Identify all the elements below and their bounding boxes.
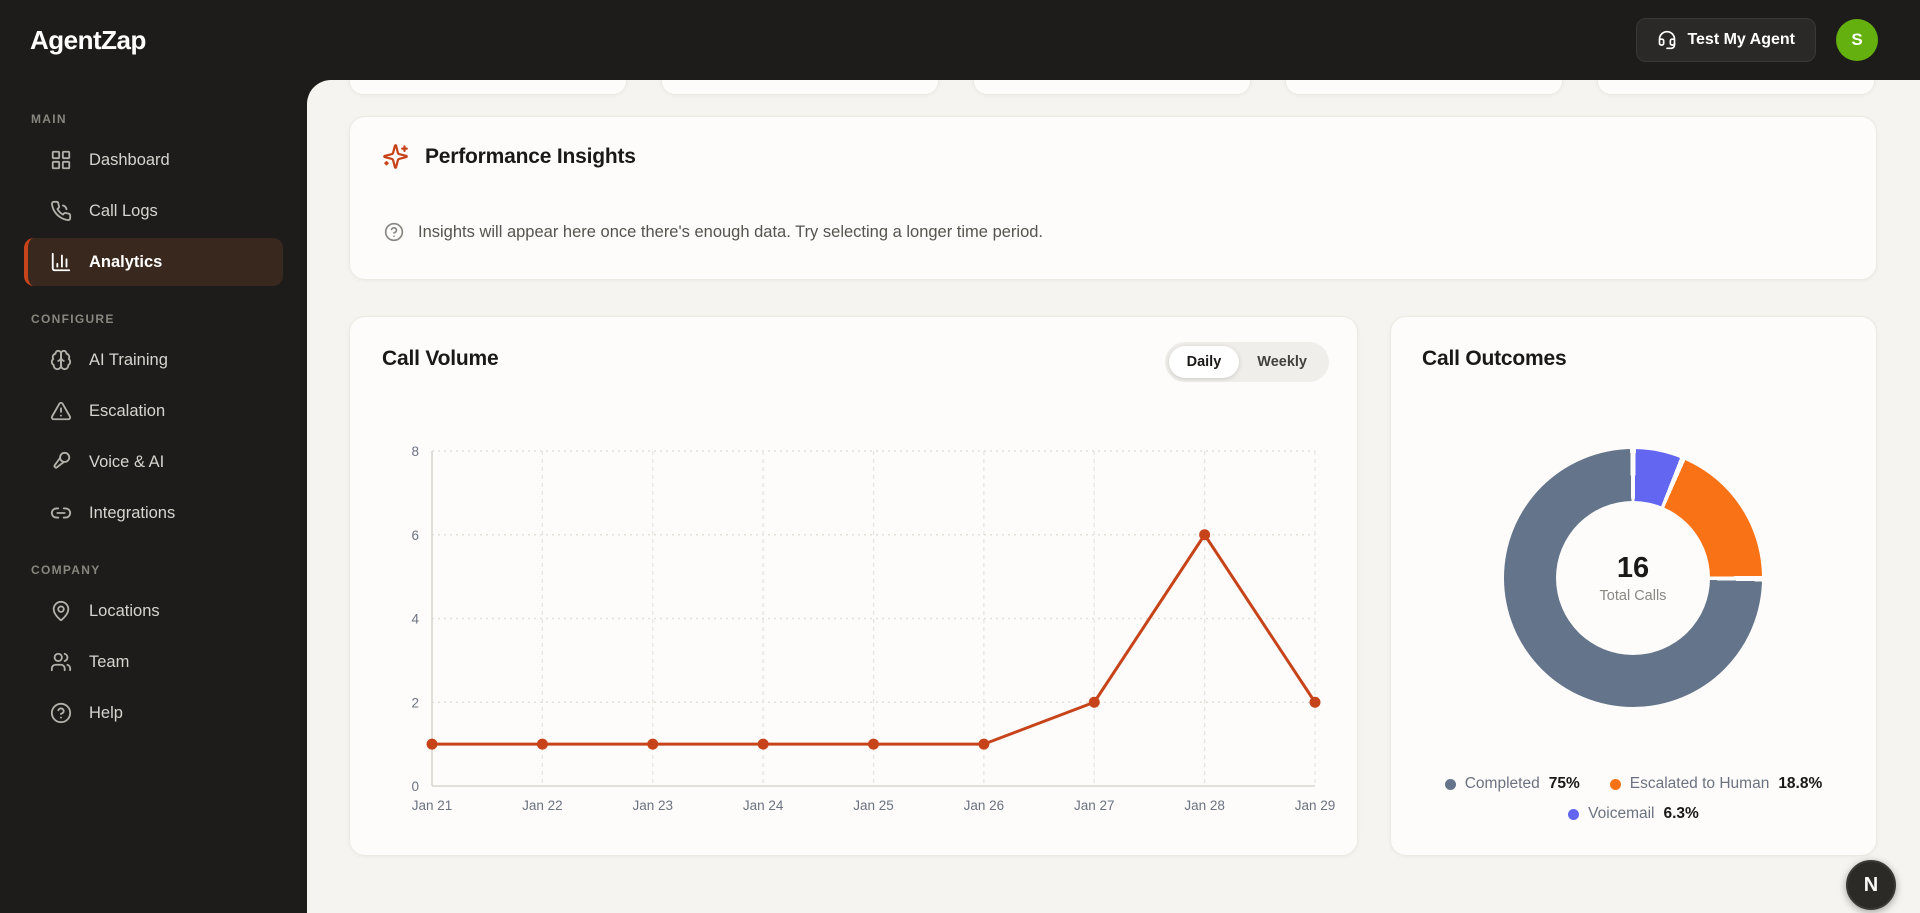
svg-text:Jan 21: Jan 21 [412, 798, 453, 813]
layout-grid-icon [50, 149, 72, 171]
legend-label: Escalated to Human [1629, 775, 1770, 792]
phone-call-icon [50, 200, 72, 222]
donut-center: 16 Total Calls [1556, 501, 1710, 655]
sidebar-item-dashboard[interactable]: Dashboard [24, 136, 283, 184]
svg-text:Jan 24: Jan 24 [743, 798, 784, 813]
sidebar: MAIN Dashboard Call Logs Analytics CONFIGURE… [0, 80, 307, 913]
toggle-weekly[interactable]: Weekly [1239, 346, 1325, 378]
stat-card-stub [661, 80, 939, 95]
sidebar-section-label: MAIN [31, 112, 67, 126]
toggle-daily[interactable]: Daily [1168, 346, 1240, 378]
svg-text:Jan 23: Jan 23 [632, 798, 673, 813]
sidebar-item-locations[interactable]: Locations [24, 587, 283, 635]
legend-item-completed: Completed 75% [1444, 775, 1580, 793]
map-pin-icon [50, 600, 72, 622]
svg-text:4: 4 [411, 612, 419, 627]
sidebar-item-integrations[interactable]: Integrations [24, 489, 283, 537]
legend-dot-icon [1609, 778, 1621, 790]
total-calls-value: 16 [1616, 552, 1650, 584]
stat-card-stub [973, 80, 1251, 95]
svg-text:0: 0 [411, 779, 419, 794]
sidebar-section-label: COMPANY [31, 563, 101, 577]
legend-item-escalated-to-human: Escalated to Human 18.8% [1609, 775, 1823, 793]
sidebar-item-team[interactable]: Team [24, 638, 283, 686]
sidebar-item-voice-ai[interactable]: Voice & AI [24, 438, 283, 486]
legend-dot-icon [1568, 808, 1580, 820]
call-volume-card: Call Volume Daily Weekly 0 2 4 6 8 Jan 21 Jan … [349, 316, 1358, 856]
call-outcomes-donut-chart: 16 Total Calls [1504, 449, 1762, 707]
sidebar-item-label: Voice & AI [89, 452, 165, 471]
top-bar: AgentZap Test My Agent S [0, 0, 1920, 80]
sidebar-item-escalation[interactable]: Escalation [24, 387, 283, 435]
svg-text:Jan 26: Jan 26 [964, 798, 1005, 813]
svg-text:Jan 29: Jan 29 [1295, 798, 1336, 813]
sidebar-section-label: CONFIGURE [31, 312, 115, 326]
test-my-agent-button[interactable]: Test My Agent [1636, 18, 1816, 62]
sidebar-item-label: Help [89, 703, 123, 722]
brain-icon [50, 349, 72, 371]
users-icon [50, 651, 72, 673]
sidebar-item-label: AI Training [89, 350, 168, 369]
user-avatar[interactable]: S [1836, 19, 1878, 61]
svg-text:Jan 27: Jan 27 [1074, 798, 1115, 813]
app-logo: AgentZap [30, 24, 146, 55]
call-volume-title: Call Volume [382, 347, 499, 370]
floating-n-button[interactable]: N [1846, 860, 1896, 910]
svg-text:Jan 28: Jan 28 [1184, 798, 1225, 813]
test-my-agent-label: Test My Agent [1687, 31, 1795, 48]
sidebar-item-label: Dashboard [89, 150, 170, 169]
sidebar-item-analytics[interactable]: Analytics [24, 238, 283, 286]
legend-value: 18.8% [1778, 775, 1823, 792]
performance-insights-card: Performance Insights Insights will appea… [349, 116, 1877, 280]
stat-card-stub [349, 80, 627, 95]
sidebar-item-ai-training[interactable]: AI Training [24, 336, 283, 384]
svg-text:Jan 22: Jan 22 [522, 798, 563, 813]
call-outcomes-card: Call Outcomes 16 Total Calls Completed 75… [1390, 316, 1877, 856]
help-circle-icon [50, 702, 72, 724]
sidebar-item-help[interactable]: Help [24, 689, 283, 737]
sidebar-item-label: Analytics [89, 252, 163, 271]
legend-value: 75% [1548, 775, 1580, 792]
sparkles-icon [382, 143, 409, 170]
sidebar-item-label: Escalation [89, 401, 166, 420]
headset-icon [1657, 30, 1677, 50]
legend-label: Completed [1464, 775, 1540, 792]
stat-card-stub [1285, 80, 1563, 95]
help-circle-icon [384, 222, 404, 242]
main-content: Performance Insights Insights will appea… [307, 80, 1920, 913]
svg-text:8: 8 [411, 444, 419, 459]
call-volume-line-chart: 0 2 4 6 8 Jan 21 Jan 22 Jan 23 Jan 24 Jan 25 Jan 2… [350, 317, 1357, 855]
chart-column-icon [50, 251, 72, 273]
legend-value: 6.3% [1663, 805, 1699, 822]
call-outcomes-title: Call Outcomes [1422, 347, 1567, 370]
sidebar-item-label: Integrations [89, 503, 176, 522]
svg-text:Jan 25: Jan 25 [853, 798, 894, 813]
sidebar-item-label: Team [89, 652, 130, 671]
period-toggle: Daily Weekly [1164, 342, 1329, 382]
svg-text:6: 6 [411, 528, 419, 543]
sidebar-item-label: Call Logs [89, 201, 158, 220]
svg-text:2: 2 [411, 695, 419, 710]
sidebar-item-call-logs[interactable]: Call Logs [24, 187, 283, 235]
mic-vocal-icon [50, 451, 72, 473]
donut-legend: Completed 75% Escalated to Human 18.8% Voice… [1411, 775, 1856, 823]
topbar-actions: Test My Agent S [1636, 18, 1878, 62]
insights-title: Performance Insights [425, 144, 636, 168]
total-calls-label: Total Calls [1599, 588, 1667, 604]
link-icon [50, 502, 72, 524]
sidebar-item-label: Locations [89, 601, 160, 620]
legend-dot-icon [1444, 778, 1456, 790]
triangle-alert-icon [50, 400, 72, 422]
legend-label: Voicemail [1588, 805, 1655, 822]
insights-empty-message: Insights will appear here once there's e… [418, 222, 1044, 241]
legend-item-voicemail: Voicemail 6.3% [1568, 805, 1699, 823]
stat-card-stub [1597, 80, 1875, 95]
